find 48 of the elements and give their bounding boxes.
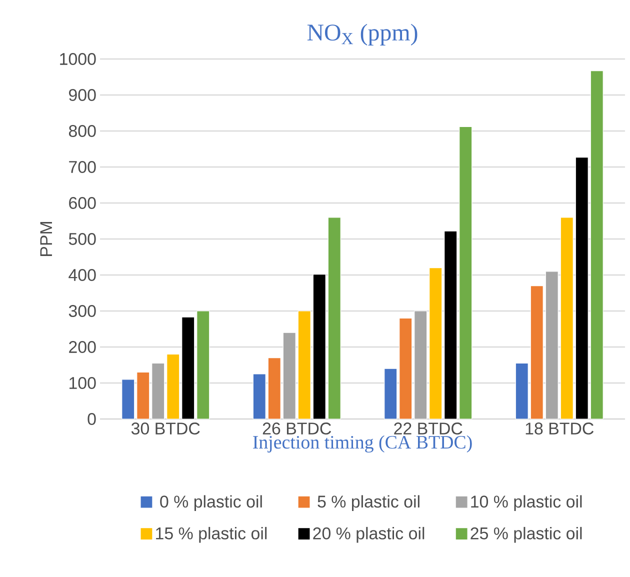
legend-label: 0 % plastic oil xyxy=(160,495,262,511)
legend-label: 10 % plastic oil xyxy=(471,495,582,511)
x-tick-label: 18 BTDC xyxy=(526,422,594,435)
y-tick-label: 200 xyxy=(69,341,96,353)
bar xyxy=(166,354,180,420)
y-tick-label: 900 xyxy=(69,89,96,101)
chart-title: NO$_{X}$ (ppm) xyxy=(307,24,418,46)
y-tick-label: 100 xyxy=(70,377,96,389)
bar xyxy=(545,271,558,420)
bar xyxy=(122,379,135,420)
y-tick-label: 400 xyxy=(68,269,96,281)
y-tick-label: 300 xyxy=(68,305,96,317)
bar xyxy=(575,156,588,420)
y-tick-label: 700 xyxy=(69,161,96,173)
bar xyxy=(414,310,428,420)
bar xyxy=(182,316,195,420)
y-tick-label: 0 xyxy=(88,413,96,425)
bar xyxy=(515,362,528,420)
y-tick-label: 1000 xyxy=(60,52,96,65)
y-axis-title: PPM xyxy=(40,222,52,256)
x-tick-label: 22 BTDC xyxy=(394,422,462,435)
x-axis-title: Injection timing (CA BTDC) xyxy=(253,435,472,453)
bar xyxy=(282,332,296,420)
y-tick-label: 800 xyxy=(68,125,96,137)
legend-label: 5 % plastic oil xyxy=(318,495,420,511)
bar xyxy=(252,374,266,420)
legend-label: 15 % plastic oil xyxy=(156,526,267,543)
bar xyxy=(590,70,604,420)
y-tick-label: 600 xyxy=(69,197,96,209)
bar xyxy=(459,126,472,420)
y-tick-label: 500 xyxy=(68,233,96,245)
bar xyxy=(196,310,210,420)
bar xyxy=(399,318,412,420)
bar xyxy=(136,372,150,420)
bar xyxy=(384,368,398,420)
bar xyxy=(298,310,311,420)
bar xyxy=(429,267,442,420)
bar xyxy=(312,274,326,420)
bar xyxy=(530,285,544,420)
bar xyxy=(152,362,165,420)
x-tick-label: 26 BTDC xyxy=(262,422,332,435)
bar xyxy=(560,217,574,420)
legend-label: 20 % plastic oil xyxy=(313,526,424,543)
legend-label: 25 % plastic oil xyxy=(470,526,582,543)
bar xyxy=(268,357,281,420)
bar xyxy=(328,217,341,420)
bar xyxy=(444,230,458,420)
x-tick-label: 30 BTDC xyxy=(131,422,200,435)
